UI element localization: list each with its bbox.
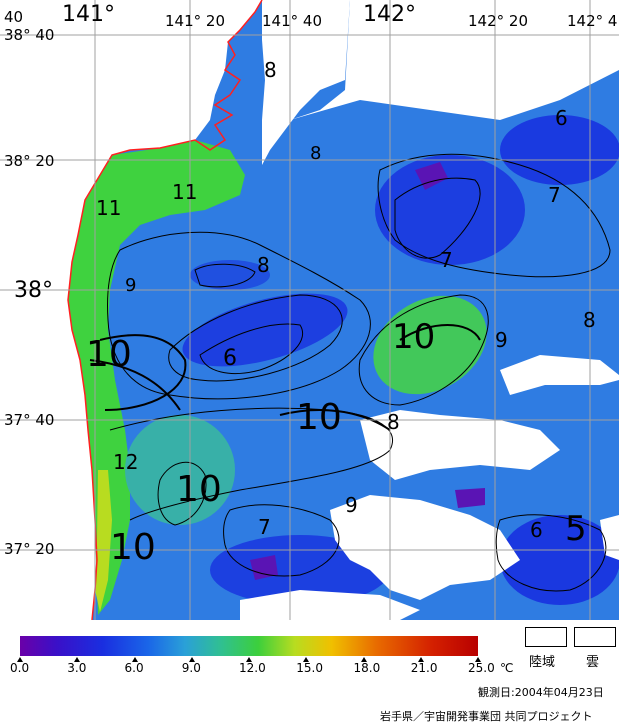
cold-pool-east — [500, 115, 619, 185]
cold-spot-1 — [415, 162, 448, 190]
colorbar-tick — [417, 657, 424, 662]
credit-line: 岩手県／宇宙開発事業団 共同プロジェクト — [380, 710, 593, 723]
contour-label: 6 — [223, 346, 237, 371]
contour-label: 12 — [113, 450, 139, 474]
cloud-bottom — [240, 590, 420, 620]
colorbar-tick — [17, 657, 23, 662]
cloud-south — [330, 495, 520, 600]
colorbar-tick-label: 0.0 — [10, 661, 30, 675]
temperature-colorbar — [20, 636, 478, 656]
contour-label: 7 — [548, 183, 561, 207]
lon-label-141-20: 141° 20 — [165, 12, 225, 30]
cloud-middle — [360, 410, 560, 480]
colorbar-tick-label: 18.0 — [353, 661, 381, 675]
contour-label: 10 — [392, 317, 436, 357]
contour-label: 10 — [176, 469, 222, 510]
warm-coastal-water — [68, 140, 245, 615]
cloud-legend-swatch — [574, 627, 616, 647]
lat-label-38-20: 38° 20 — [4, 152, 55, 170]
lat-label-38: 38° — [14, 278, 53, 303]
observation-date: 観測日:2004年04月23日 — [478, 686, 604, 699]
colorbar-tick — [303, 657, 310, 662]
cloud-east — [500, 355, 619, 395]
contour-label: 9 — [345, 493, 358, 517]
lat-label-37-40: 37° 40 — [4, 411, 55, 429]
lon-label-141: 141° — [62, 2, 115, 27]
cold-pool-southeast — [500, 515, 619, 605]
contour-label: 10 — [86, 334, 132, 375]
cold-spot-3 — [455, 488, 485, 508]
contour-label: 7 — [440, 248, 453, 272]
contour-lines — [89, 153, 611, 592]
cold-spot-2 — [250, 555, 278, 580]
cloud-legend-label: 雲 — [586, 655, 600, 670]
colorbar-tick-label: 21.0 — [410, 661, 438, 675]
lat-label-corner: 40 — [4, 8, 24, 26]
warm-coast-yellow — [95, 470, 112, 612]
contour-label: 8 — [264, 58, 277, 82]
colorbar-tick-label: 6.0 — [124, 661, 144, 675]
contour-label: 10 — [296, 397, 342, 438]
colorbar-tick-label: 3.0 — [67, 661, 87, 675]
cold-pool-northeast — [375, 155, 525, 265]
contour-label: 8 — [257, 253, 270, 277]
coastline — [67, 0, 263, 620]
contour-label: 8 — [310, 143, 322, 164]
lat-label-37-20: 37° 20 — [4, 540, 55, 558]
cloud-north — [262, 0, 350, 165]
contour-label: 9 — [495, 328, 508, 352]
colorbar-tick — [246, 657, 252, 662]
lat-label-38-40: 38° 40 — [4, 26, 55, 44]
colorbar-tick-label: 25.0 — [468, 661, 495, 675]
contour-label: 9 — [125, 275, 137, 296]
colorbar-tick — [188, 657, 195, 662]
contour-label: 6 — [530, 518, 543, 542]
contour-label: 6 — [555, 106, 568, 130]
colorbar-tick — [475, 657, 481, 662]
lon-label-142: 142° — [363, 2, 416, 27]
contour-label: 7 — [258, 515, 271, 539]
contour-label: 8 — [387, 410, 400, 434]
contour-label: 11 — [96, 196, 122, 220]
lon-label-142-20: 142° 20 — [468, 12, 528, 30]
graticule — [0, 0, 619, 620]
cold-pool-center — [182, 293, 348, 367]
land-area — [0, 0, 262, 620]
land-legend-swatch — [525, 627, 567, 647]
cloud-south-east — [600, 515, 619, 560]
colorbar-tick — [74, 657, 81, 662]
land-legend-label: 陸域 — [529, 655, 556, 670]
warm-patch-south — [125, 415, 235, 525]
lon-label-141-40: 141° 40 — [262, 12, 322, 30]
colorbar-unit: ℃ — [500, 661, 514, 675]
contour-label: 11 — [172, 180, 198, 204]
lon-label-142-40: 142° 4 — [567, 12, 618, 30]
warm-eddy — [373, 295, 487, 395]
contour-label: 5 — [565, 509, 587, 549]
colorbar-tick-label: 9.0 — [181, 661, 201, 675]
colorbar-tick — [131, 657, 138, 662]
contour-label: 10 — [110, 527, 156, 568]
colorbar-tick — [360, 657, 367, 662]
cloud-northeast — [290, 0, 619, 120]
colorbar-tick-label: 12.0 — [239, 661, 266, 675]
contour-label: 8 — [583, 308, 596, 332]
colorbar-tick-label: 15.0 — [296, 661, 323, 675]
sst-map — [0, 0, 619, 620]
cold-pool-north — [190, 260, 270, 290]
